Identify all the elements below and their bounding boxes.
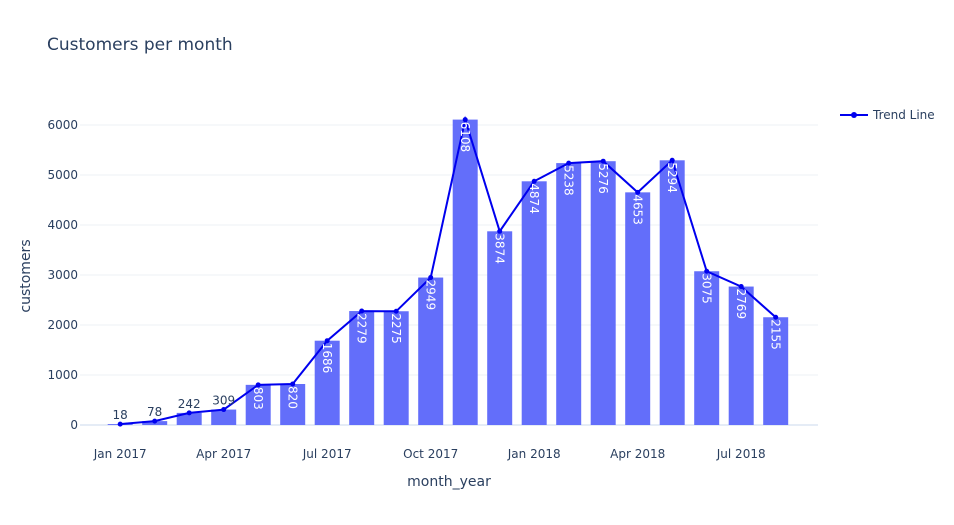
x-tick-label: Jan 2018	[507, 447, 561, 461]
x-tick-label: Oct 2017	[403, 447, 458, 461]
x-tick-label: Jan 2017	[93, 447, 147, 461]
bar-2017-03[interactable]	[176, 412, 202, 425]
trend-point-2018-05[interactable]	[669, 157, 675, 163]
bar-value-label: 1686	[320, 343, 334, 374]
bar-value-label: 803	[251, 387, 265, 410]
bars	[107, 119, 789, 426]
y-tick-label: 4000	[47, 218, 78, 232]
x-tick-label: Jul 2018	[716, 447, 766, 461]
bar-2018-07[interactable]	[728, 286, 754, 425]
trend-point-2018-01[interactable]	[531, 178, 537, 184]
bar-2017-12[interactable]	[487, 231, 513, 425]
bar-value-label: 309	[212, 394, 235, 408]
chart-title: Customers per month	[47, 35, 233, 55]
bar-2018-01[interactable]	[521, 181, 547, 425]
x-tick-label: Jul 2017	[302, 447, 352, 461]
bar-2017-08[interactable]	[349, 311, 375, 425]
bar-value-label: 4653	[631, 194, 645, 225]
trend-point-2018-03[interactable]	[600, 158, 606, 164]
bar-2018-02[interactable]	[556, 163, 582, 425]
trend-line	[117, 115, 779, 427]
trend-point-2017-09[interactable]	[393, 308, 399, 314]
bar-2018-03[interactable]	[590, 161, 616, 425]
bar-value-label: 4874	[527, 183, 541, 214]
bar-value-label: 2155	[769, 319, 783, 350]
trend-point-2017-06[interactable]	[290, 381, 296, 387]
bar-value-label: 3075	[700, 273, 714, 304]
data-labels: 18 78 242 309 803 820 1686 2279 2275 2949 6108 3874…	[113, 122, 783, 423]
bar-value-label: 820	[286, 386, 300, 409]
y-tick-label: 3000	[47, 268, 78, 282]
y-axis-title: customers	[18, 239, 34, 312]
bar-2018-04[interactable]	[625, 192, 651, 425]
bar-2017-06[interactable]	[280, 384, 306, 425]
trend-point-2018-08[interactable]	[773, 314, 779, 320]
trend-point-2017-03[interactable]	[186, 410, 192, 416]
bar-value-label: 5294	[665, 162, 679, 193]
bar-value-label: 18	[113, 408, 128, 422]
bar-value-label: 2275	[389, 313, 403, 344]
bar-2017-07[interactable]	[314, 340, 340, 425]
x-tick-label: Apr 2018	[610, 447, 665, 461]
bar-2018-06[interactable]	[694, 271, 720, 425]
y-axis-ticks: 0 1000 2000 3000 4000 5000 6000	[47, 118, 78, 432]
bar-2017-09[interactable]	[383, 311, 409, 425]
bar-value-label: 242	[178, 397, 201, 411]
bar-2017-04[interactable]	[211, 409, 237, 425]
bar-value-label: 2949	[424, 280, 438, 311]
bar-value-label: 3874	[493, 233, 507, 264]
bar-value-label: 2279	[355, 313, 369, 344]
trend-point-2017-10[interactable]	[428, 275, 434, 281]
trend-point-2018-06[interactable]	[704, 268, 710, 274]
y-tick-label: 0	[70, 418, 78, 432]
trend-point-2017-04[interactable]	[221, 407, 227, 413]
trend-line-path	[120, 115, 777, 426]
trend-point-2017-05[interactable]	[255, 382, 261, 388]
y-tick-label: 5000	[47, 168, 78, 182]
trend-point-2018-07[interactable]	[738, 284, 744, 290]
x-tick-label: Apr 2017	[196, 447, 251, 461]
bar-2018-08[interactable]	[763, 317, 789, 425]
legend-label-trend-line: Trend Line	[872, 108, 935, 122]
trend-point-2017-07[interactable]	[324, 338, 330, 344]
bar-2017-10[interactable]	[418, 277, 444, 425]
bar-value-label: 5276	[596, 163, 610, 194]
y-tick-label: 2000	[47, 318, 78, 332]
trend-point-2017-02[interactable]	[152, 418, 158, 424]
trend-point-2017-01[interactable]	[117, 421, 123, 427]
trend-point-2018-04[interactable]	[635, 189, 641, 195]
trend-point-2017-08[interactable]	[359, 308, 365, 314]
y-tick-label: 6000	[47, 118, 78, 132]
bar-value-label: 5238	[562, 165, 576, 196]
legend-marker-swatch	[851, 112, 857, 118]
trend-point-2017-12[interactable]	[497, 228, 503, 234]
x-axis-title: month_year	[407, 474, 491, 490]
trend-point-2017-11[interactable]	[462, 117, 468, 123]
trend-point-2018-02[interactable]	[566, 160, 572, 166]
y-tick-label: 1000	[47, 368, 78, 382]
bar-2018-05[interactable]	[659, 160, 685, 426]
x-axis-ticks: Jan 2017 Apr 2017 Jul 2017 Oct 2017 Jan 2018…	[93, 447, 766, 461]
bar-value-label: 78	[147, 405, 162, 419]
legend[interactable]: Trend Line	[840, 108, 935, 122]
bar-value-label: 2769	[734, 289, 748, 320]
bar-value-label: 6108	[458, 122, 472, 153]
bar-2017-11[interactable]	[452, 119, 478, 425]
